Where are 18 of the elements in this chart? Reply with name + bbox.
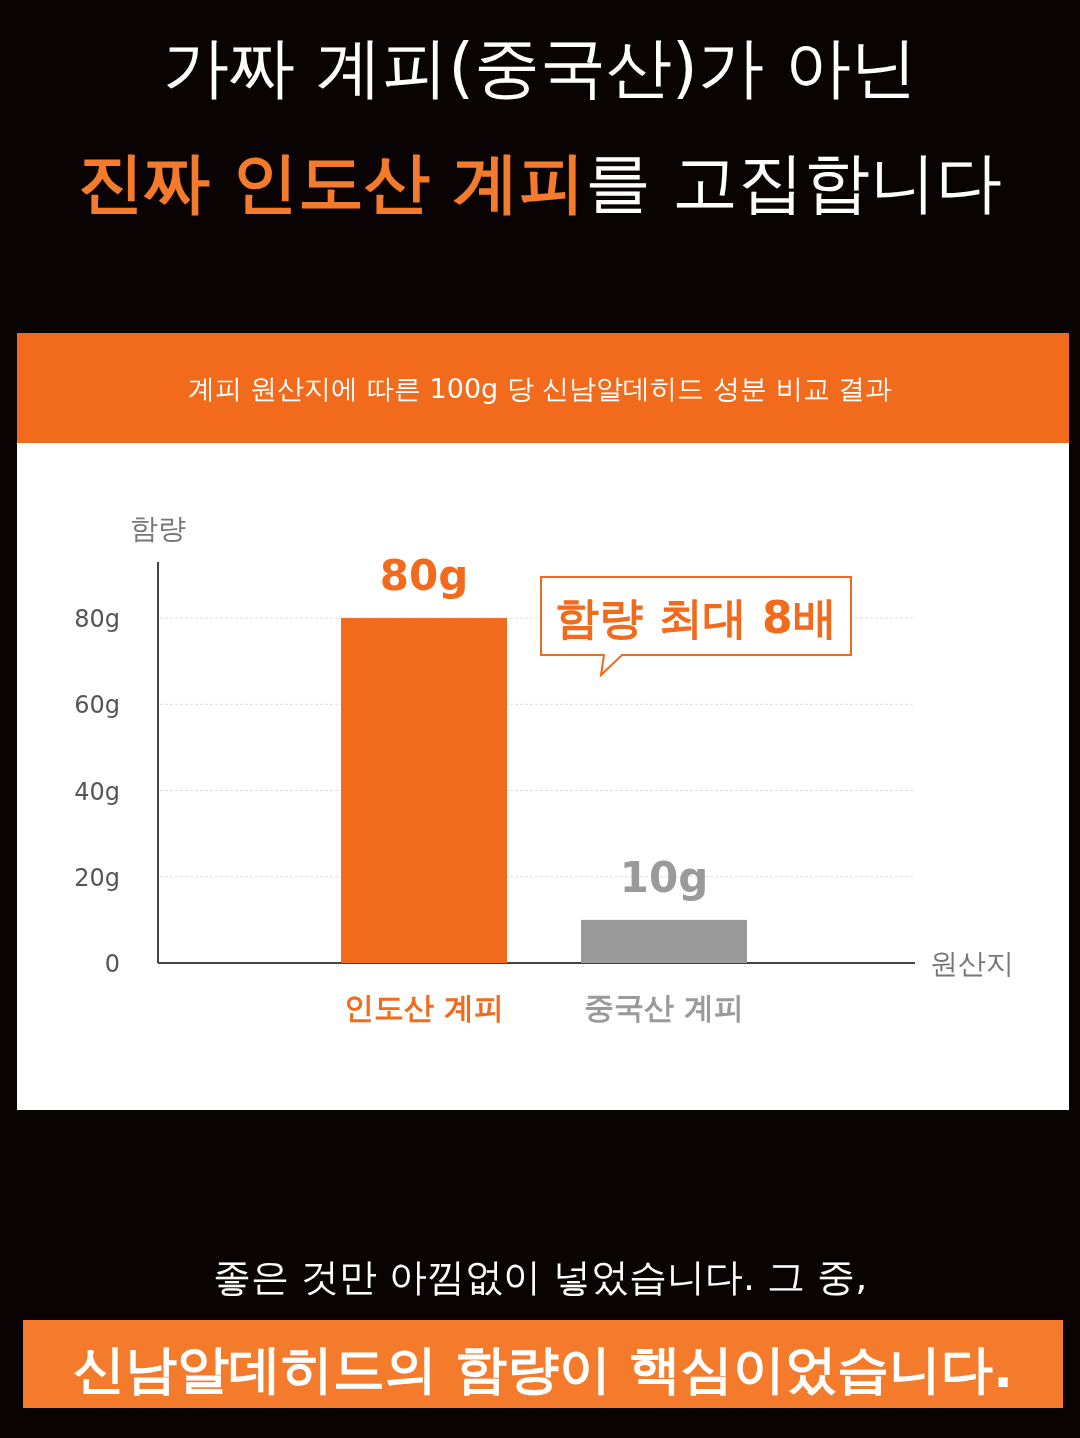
y-tick-label: 20g	[74, 863, 120, 892]
y-tick-label: 40g	[74, 777, 120, 806]
y-tick-label: 60g	[74, 691, 120, 720]
text: 좋은 것만 아낌없이 넣었습니다. 그 중,	[212, 1255, 868, 1299]
x-tick-label: 중국산 계피	[583, 990, 745, 1025]
y-axis-title: 함량	[130, 512, 186, 545]
x-axis-title: 원산지	[930, 947, 1014, 980]
data-label: 10g	[619, 852, 709, 902]
annotation: 함량 최대 8배	[555, 592, 837, 643]
callout: 함량 최대 8배	[540, 576, 852, 678]
data-label: 80g	[379, 551, 469, 601]
text: 계피 원산지에 따른 100g 당 신남알데히드 성분 비교 결과	[187, 373, 893, 404]
x-tick-label: 인도산 계피	[343, 990, 505, 1025]
chart-title: 가짜 계피(중국산)가 아닌	[163, 29, 917, 106]
chart-subtitle: 진짜 인도산 계피를 고집합니다	[77, 144, 1003, 221]
text: 신남알데히드의 함량이 핵심이었습니다.	[73, 1339, 1013, 1399]
y-tick-label: 80g	[74, 605, 120, 634]
y-tick-label: 0	[104, 950, 120, 978]
